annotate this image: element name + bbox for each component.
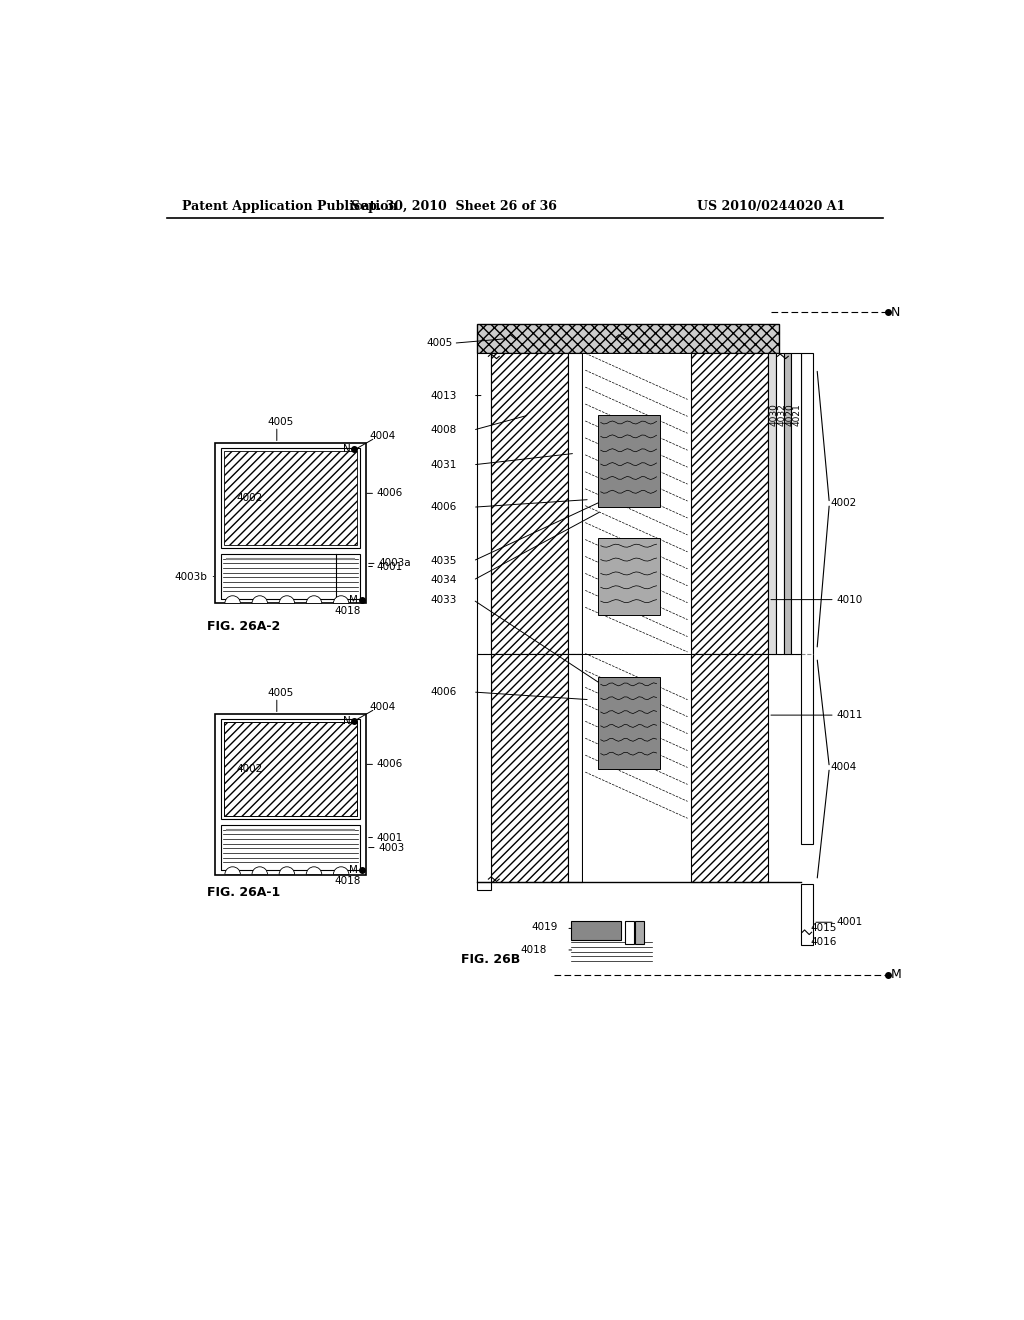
Text: 4001: 4001 xyxy=(837,917,862,927)
Text: 4020: 4020 xyxy=(785,404,795,426)
Bar xyxy=(221,825,359,870)
Text: Patent Application Publication: Patent Application Publication xyxy=(182,199,397,213)
Text: 4033: 4033 xyxy=(430,594,457,605)
Bar xyxy=(635,921,644,944)
Bar xyxy=(221,719,359,818)
Bar xyxy=(792,354,801,653)
Bar xyxy=(221,447,359,548)
Text: US 2010/0244020 A1: US 2010/0244020 A1 xyxy=(697,199,846,213)
Bar xyxy=(690,354,768,653)
Wedge shape xyxy=(280,867,295,875)
Wedge shape xyxy=(252,595,267,603)
Text: 4003: 4003 xyxy=(378,842,404,853)
Text: 4010: 4010 xyxy=(837,594,862,605)
Text: FIG. 26A-2: FIG. 26A-2 xyxy=(207,620,281,634)
Bar xyxy=(215,714,366,875)
Text: M: M xyxy=(349,595,357,606)
Text: N: N xyxy=(343,445,350,454)
Bar xyxy=(570,921,621,940)
Bar xyxy=(783,354,792,653)
Text: N: N xyxy=(343,715,350,726)
Text: N: N xyxy=(891,306,900,319)
Bar xyxy=(490,354,568,653)
Text: 4021: 4021 xyxy=(793,404,802,426)
Wedge shape xyxy=(225,867,241,875)
Text: 4002: 4002 xyxy=(237,492,263,503)
Text: 4015: 4015 xyxy=(810,924,837,933)
Text: 4031: 4031 xyxy=(430,459,457,470)
Text: 4005: 4005 xyxy=(267,688,294,698)
Bar xyxy=(690,653,768,882)
Text: 4030: 4030 xyxy=(770,404,778,426)
Bar xyxy=(625,921,634,944)
Bar xyxy=(568,354,583,653)
Text: FIG. 26B: FIG. 26B xyxy=(461,953,520,966)
Bar xyxy=(801,884,813,945)
Text: Sep. 30, 2010  Sheet 26 of 36: Sep. 30, 2010 Sheet 26 of 36 xyxy=(350,199,556,213)
Wedge shape xyxy=(280,595,295,603)
Text: FIG. 26A-1: FIG. 26A-1 xyxy=(207,886,281,899)
Bar xyxy=(477,354,490,890)
Text: 4006: 4006 xyxy=(377,488,403,499)
Text: 4008: 4008 xyxy=(430,425,457,436)
Bar xyxy=(477,323,779,354)
Bar xyxy=(477,653,490,882)
Text: 4016: 4016 xyxy=(810,937,837,948)
Wedge shape xyxy=(334,595,349,603)
Bar xyxy=(598,539,659,615)
Bar xyxy=(215,444,366,603)
Bar xyxy=(224,722,356,816)
Text: 4011: 4011 xyxy=(837,710,863,721)
Text: 4004: 4004 xyxy=(830,763,857,772)
Text: 4035: 4035 xyxy=(430,556,457,566)
Text: 4004: 4004 xyxy=(369,430,395,441)
Text: 4002: 4002 xyxy=(237,764,263,774)
Text: 4001: 4001 xyxy=(377,833,403,842)
Bar xyxy=(768,354,776,653)
Bar xyxy=(801,354,813,843)
Text: 4018: 4018 xyxy=(335,875,361,886)
Wedge shape xyxy=(334,867,349,875)
Text: 4003a: 4003a xyxy=(378,558,411,569)
Bar xyxy=(224,722,356,816)
Text: 4032: 4032 xyxy=(777,404,786,426)
Wedge shape xyxy=(306,867,322,875)
Text: 4002: 4002 xyxy=(830,499,857,508)
Wedge shape xyxy=(252,867,267,875)
Bar xyxy=(776,354,783,653)
Text: 4019: 4019 xyxy=(531,921,558,932)
Text: 4003b: 4003b xyxy=(174,572,208,582)
Bar xyxy=(598,677,659,770)
Text: 4004: 4004 xyxy=(369,702,395,711)
Text: 4001: 4001 xyxy=(377,561,403,572)
Text: 4006: 4006 xyxy=(430,686,457,697)
Text: 4013: 4013 xyxy=(430,391,457,400)
Text: 4034: 4034 xyxy=(430,576,457,585)
Text: 4005: 4005 xyxy=(426,338,453,348)
Text: M: M xyxy=(891,968,901,981)
Wedge shape xyxy=(306,595,322,603)
Text: M: M xyxy=(349,865,357,875)
Bar xyxy=(583,653,690,882)
Bar xyxy=(224,451,356,545)
Text: 4018: 4018 xyxy=(335,606,361,616)
Bar xyxy=(568,653,583,882)
Bar xyxy=(221,554,359,599)
Wedge shape xyxy=(225,595,241,603)
Text: 4006: 4006 xyxy=(377,759,403,770)
Bar xyxy=(583,354,690,653)
Text: 4005: 4005 xyxy=(267,417,294,426)
Bar xyxy=(598,414,659,507)
Text: 4006: 4006 xyxy=(430,502,457,512)
Text: 4018: 4018 xyxy=(520,945,547,954)
Bar xyxy=(490,653,568,882)
